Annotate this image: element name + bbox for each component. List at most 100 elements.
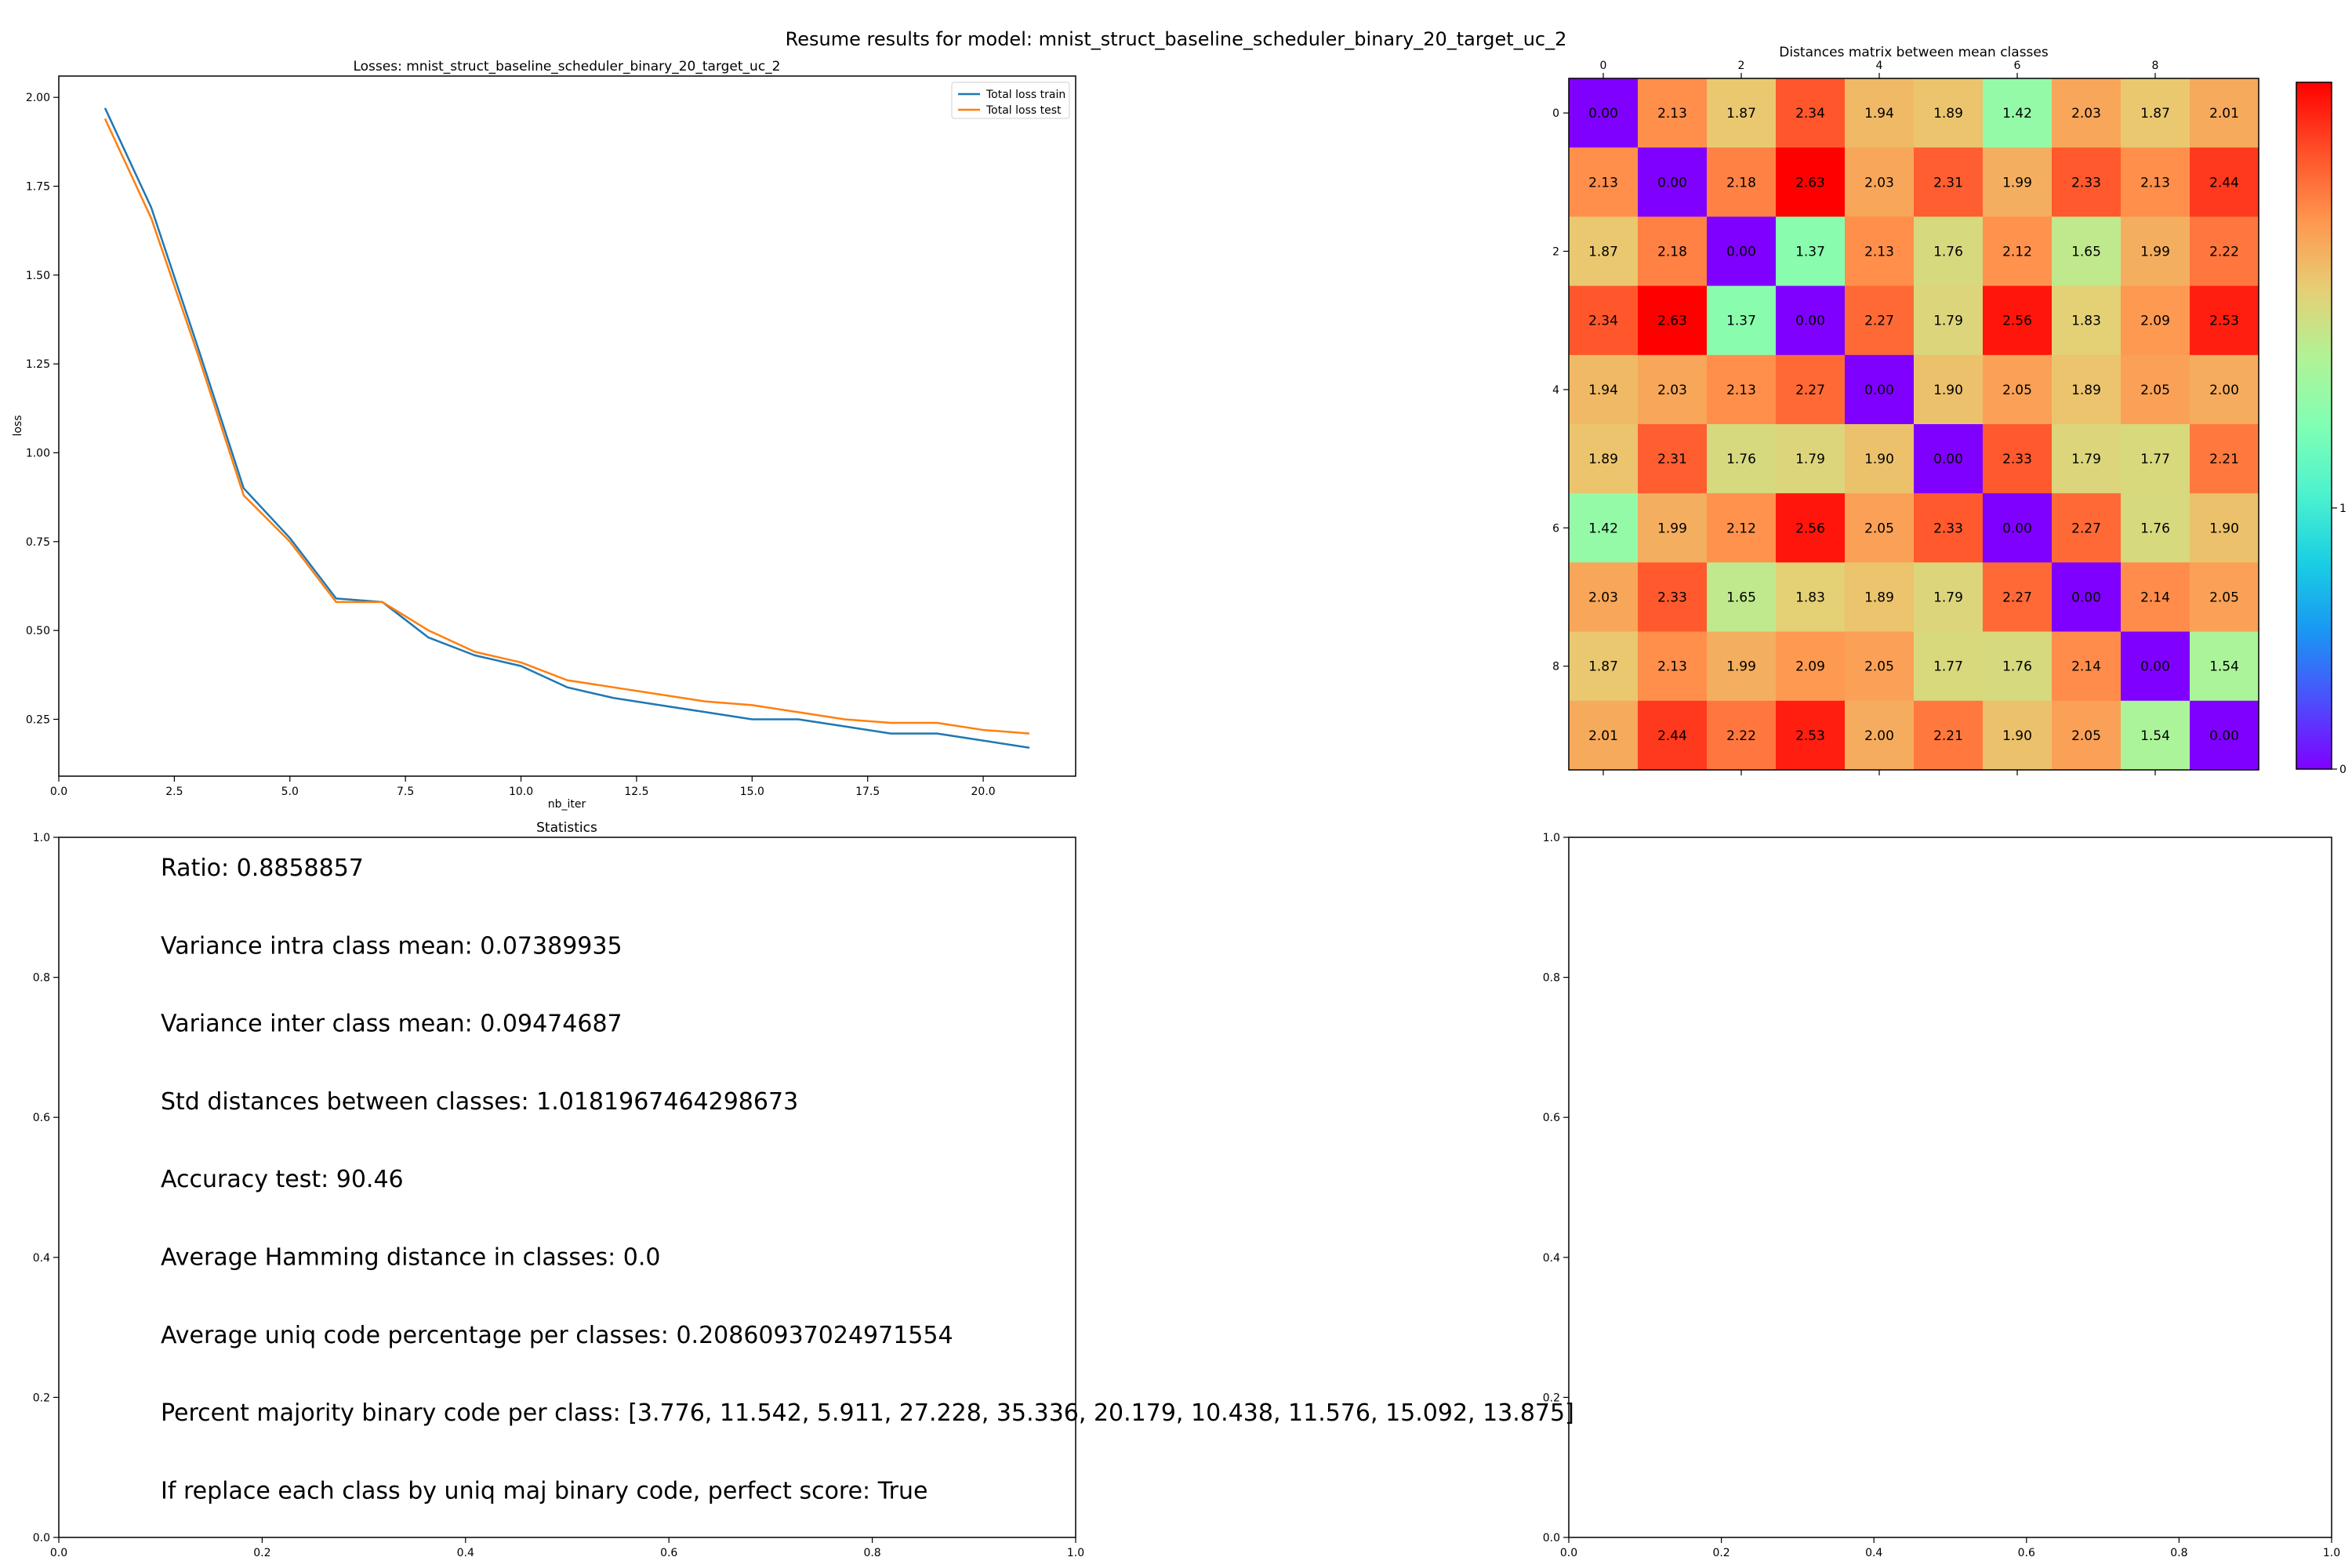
statistics-title: Statistics [536, 820, 597, 836]
statistics-xtick-label: 0.0 [50, 1547, 67, 1559]
loss-xtick-label: 12.5 [624, 786, 648, 798]
heatmap-cell-value: 1.79 [1795, 452, 1825, 467]
heatmap-cell-value: 1.83 [2071, 314, 2101, 329]
heatmap-cell [1638, 631, 1708, 702]
heatmap-cell [1569, 493, 1639, 563]
heatmap-xtick-label: 2 [1738, 60, 1745, 72]
heatmap-cell-value: 2.13 [1726, 383, 1756, 398]
heatmap-cell-value: 2.03 [1588, 590, 1618, 606]
heatmap-cell-value: 1.99 [2002, 175, 2032, 191]
statistic-line: Variance inter class mean: 0.09474687 [161, 1011, 622, 1038]
statistics-panel: Statistics 0.0 0.2 0.4 0.6 0.8 1.00.00.20.40.… [33, 820, 1574, 1559]
heatmap-cell [2121, 493, 2190, 563]
loss-xtick-label: 5.0 [281, 786, 299, 798]
heatmap-cell [1845, 493, 1915, 563]
statistics-ytick-label: 0.6 [33, 1112, 50, 1124]
heatmap-cell [2121, 562, 2190, 633]
statistic-line: If replace each class by uniq maj binary… [161, 1477, 927, 1504]
heatmap-cell-value: 1.90 [2002, 728, 2032, 744]
loss-xtick-label: 0.0 [50, 786, 67, 798]
heatmap-cell-value: 2.18 [1657, 245, 1687, 260]
loss-ytick-label: 2.00 [26, 92, 50, 104]
heatmap-cell [2052, 493, 2122, 563]
heatmap-cell [1776, 216, 1846, 287]
heatmap-cell-value: 1.87 [1588, 245, 1618, 260]
heatmap-cell [1707, 147, 1777, 217]
heatmap-cell [1914, 562, 1984, 633]
heatmap-cell [1707, 285, 1777, 356]
statistic-line: Accuracy test: 90.46 [161, 1166, 404, 1193]
heatmap-cell [2121, 424, 2190, 494]
loss-xtick-label: 20.0 [971, 786, 996, 798]
distance-heatmap: Distances matrix between mean classes 0.… [1552, 45, 2347, 776]
empty-panel-xtick-label: 0.6 [2018, 1547, 2035, 1559]
heatmap-cell [1845, 562, 1915, 633]
heatmap-cell [1914, 285, 1984, 356]
heatmap-cell [1914, 354, 1984, 425]
heatmap-cell-value: 1.79 [2071, 452, 2101, 467]
heatmap-cell [2190, 631, 2259, 702]
heatmap-cell [1707, 562, 1777, 633]
empty-panel-xtick-label: 0.0 [1560, 1547, 1577, 1559]
heatmap-cell [1914, 216, 1984, 287]
heatmap-cell-value: 2.53 [1795, 728, 1825, 744]
legend-label: Total loss test [985, 104, 1062, 117]
heatmap-cell [2190, 700, 2259, 771]
heatmap-cell-value: 2.12 [1726, 521, 1756, 536]
heatmap-cell-value: 2.18 [1726, 175, 1756, 191]
heatmap-cell [1638, 493, 1708, 563]
heatmap-cell-value: 1.87 [1726, 106, 1756, 122]
heatmap-cell [2121, 354, 2190, 425]
heatmap-cell [1638, 147, 1708, 217]
heatmap-cell [1569, 216, 1639, 287]
heatmap-cell [1776, 285, 1846, 356]
heatmap-cell [1776, 78, 1846, 148]
heatmap-cell [2190, 216, 2259, 287]
heatmap-cell-value: 1.99 [2140, 245, 2170, 260]
legend-box [951, 82, 1070, 119]
heatmap-cell-value: 2.44 [1657, 728, 1687, 744]
heatmap-cell-value: 1.89 [1864, 590, 1894, 606]
heatmap-cell-value: 2.31 [1933, 175, 1963, 191]
heatmap-cell-value: 1.54 [2140, 728, 2170, 744]
heatmap-cell [1845, 147, 1915, 217]
heatmap-cell-value: 2.34 [1588, 314, 1618, 329]
heatmap-cell [1569, 631, 1639, 702]
empty-panel-xtick-label: 0.2 [1712, 1547, 1730, 1559]
heatmap-cell-value: 2.05 [1864, 659, 1894, 675]
statistics-xtick-label: 0.6 [660, 1547, 677, 1559]
heatmap-cell [1569, 78, 1639, 148]
heatmap-cell-value: 0.00 [1726, 245, 1756, 260]
heatmap-cell [1776, 700, 1846, 771]
heatmap-cell [1776, 631, 1846, 702]
heatmap-cell [2052, 285, 2122, 356]
statistics-ticks: 0.0 0.2 0.4 0.6 0.8 1.0 0.0 0.2 0.4 0.6 0.8 1.0 [33, 832, 1084, 1559]
statistic-line: Variance intra class mean: 0.07389935 [161, 932, 622, 960]
heatmap-cell [2190, 285, 2259, 356]
heatmap-cell-value: 1.89 [1588, 452, 1618, 467]
heatmap-cell [2190, 354, 2259, 425]
loss-chart-series [103, 107, 1030, 749]
heatmap-cell [1983, 700, 2053, 771]
heatmap-cell [1983, 285, 2053, 356]
heatmap-cell-value: 2.03 [2071, 106, 2101, 122]
loss-xtick-label: 10.0 [509, 786, 533, 798]
statistic-line: Average Hamming distance in classes: 0.0 [161, 1244, 661, 1272]
heatmap-cell [1914, 631, 1984, 702]
heatmap-cell [1983, 147, 2053, 217]
heatmap-ytick-label: 8 [1552, 661, 1559, 673]
heatmap-cell-value: 2.05 [2002, 383, 2032, 398]
heatmap-cell-value: 1.83 [1795, 590, 1825, 606]
loss-ytick-label: 1.75 [26, 181, 50, 194]
heatmap-cell-value: 2.56 [2002, 314, 2032, 329]
heatmap-cell-value: 2.14 [2140, 590, 2170, 606]
heatmap-cell-value: 2.33 [1657, 590, 1687, 606]
heatmap-cell [2190, 78, 2259, 148]
heatmap-cell [1569, 285, 1639, 356]
heatmap-cell [1914, 78, 1984, 148]
loss-xtick-label: 2.5 [165, 786, 183, 798]
heatmap-cell-value: 2.21 [1933, 728, 1963, 744]
statistics-lines: Ratio: 0.8858857 Variance intra class mea… [161, 855, 1574, 1504]
heatmap-cell-value: 2.01 [1588, 728, 1618, 744]
heatmap-cell [1776, 493, 1846, 563]
